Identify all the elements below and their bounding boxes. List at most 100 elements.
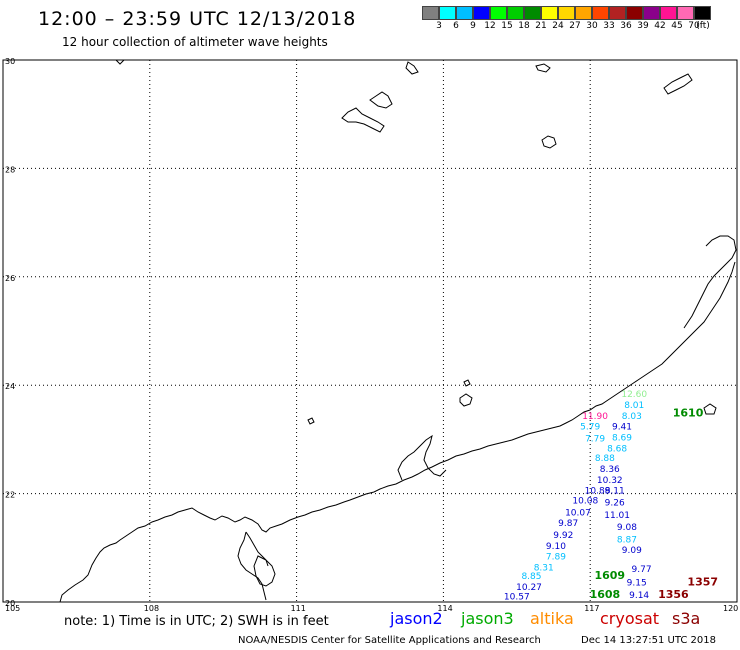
small-island-3 [307,417,315,425]
latitude-label: 30 [5,57,15,66]
wave-height-label: 1610 [673,407,704,420]
wave-height-label: 9.11 [605,487,625,497]
wave-height-label: 10.08 [572,496,598,506]
latitude-label: 28 [5,165,15,174]
longitude-label: 120 [723,604,738,613]
colorbar-tick-label: 36 [620,21,632,31]
latitude-label: 24 [5,382,15,391]
colorbar-tick-label: 12 [484,21,496,31]
wave-height-colorbar [422,6,711,20]
wave-height-label: 5.79 [580,423,600,433]
wave-height-label: 8.01 [624,401,644,411]
satellite-legend-item: s3a [672,609,701,628]
wave-height-label: 9.92 [553,531,573,541]
colorbar-tick-label: 70 [688,21,700,31]
wave-height-label: 7.89 [546,553,566,563]
wave-height-label: 9.14 [629,591,649,601]
wave-height-label: 9.15 [627,579,647,589]
mainland-coastline [59,261,736,603]
small-island-1 [459,393,473,407]
wave-height-label: 7.79 [585,435,605,445]
satellite-legend-item: cryosat [600,609,660,628]
latitude-label: 20 [5,599,15,608]
wave-height-label: 8.31 [534,564,554,574]
colorbar-swatch [592,6,609,20]
longitude-label: 117 [584,604,599,613]
colorbar-tick-label: 30 [586,21,598,31]
wave-height-label: 8.88 [595,454,615,464]
northern-coastline-2 [369,91,393,109]
longitude-label: 105 [5,604,20,613]
colorbar-swatch [558,6,575,20]
colorbar-swatch [541,6,558,20]
colorbar-swatch [524,6,541,20]
east-coast-upper [683,235,737,329]
units-note: note: 1) Time is in UTC; 2) SWH is in fe… [64,614,329,629]
latitude-label: 26 [5,274,15,283]
wave-height-label: 9.41 [612,423,632,433]
colorbar-swatch [473,6,490,20]
colorbar-swatch [575,6,592,20]
colorbar-swatch [694,6,711,20]
northern-coastline-3 [405,61,419,75]
small-island-2 [703,403,717,415]
colorbar-swatch [456,6,473,20]
wave-height-label: 8.85 [521,572,541,582]
colorbar-tick-label: 15 [501,21,513,31]
coastline [59,59,737,603]
wave-height-label: 9.10 [546,542,566,552]
island-coast [253,555,276,587]
northern-coastline-6 [663,73,693,95]
satellite-legend-item: altika [530,609,574,628]
map-subtitle: 12 hour collection of altimeter wave hei… [62,35,328,49]
map-frame [2,59,738,603]
colorbar-swatch [626,6,643,20]
wave-height-label: 11.90 [582,412,608,422]
longitude-label: 111 [291,604,306,613]
wave-height-label: 8.36 [600,465,620,475]
colorbar-swatch [422,6,439,20]
wave-height-label: 9.09 [622,546,642,556]
wave-height-label: 12.60 [621,390,647,400]
wave-height-labels: 12.608.018.0311.909.415.798.697.798.688.… [504,390,718,602]
colorbar-tick-label: 3 [436,21,442,31]
colorbar-tick-label: 33 [603,21,615,31]
wave-height-label: 8.87 [617,535,637,545]
longitude-label: 108 [144,604,159,613]
wave-height-label: 9.87 [558,519,578,529]
latitude-label: 22 [5,491,15,500]
wave-height-label: 10.27 [516,583,542,593]
colorbar-tick-label: 6 [453,21,459,31]
satellite-legend-item: jason3 [461,609,514,628]
colorbar-tick-label: 21 [535,21,547,31]
colorbar-swatch [660,6,677,20]
colorbar-tick-label: 27 [569,21,581,31]
northern-coastline [341,107,385,133]
northern-coastline-5 [541,135,557,149]
wave-height-label: 8.69 [612,433,632,443]
colorbar-swatch [643,6,660,20]
satellite-legend-item: jason2 [390,609,443,628]
colorbar-labels: 3 6 9 12 15 18 21 24 27 30 33 36 39 42 45 70 (ft) [422,21,740,35]
wave-height-label: 8.68 [607,444,627,454]
colorbar-swatch [507,6,524,20]
bay-coastline [397,434,447,481]
small-island-4 [463,379,471,387]
colorbar-tick-label: 45 [671,21,683,31]
colorbar-tick-label: 24 [552,21,564,31]
wave-height-label: 10.32 [597,476,623,486]
wave-height-label: 1609 [594,569,625,582]
wave-height-label: 1357 [687,576,718,589]
map-title: 12:00 – 23:59 UTC 12/13/2018 [38,8,357,30]
colorbar-swatch [677,6,694,20]
wave-height-label: 10.57 [504,592,530,602]
generated-timestamp: Dec 14 13:27:51 UTC 2018 [581,635,716,646]
colorbar-tick-label: (ft) [696,21,710,31]
northern-coastline-7 [115,59,125,65]
colorbar-tick-label: 9 [470,21,476,31]
colorbar-tick-label: 39 [637,21,649,31]
wave-height-label: 11.01 [604,511,630,521]
colorbar-swatch [439,6,456,20]
